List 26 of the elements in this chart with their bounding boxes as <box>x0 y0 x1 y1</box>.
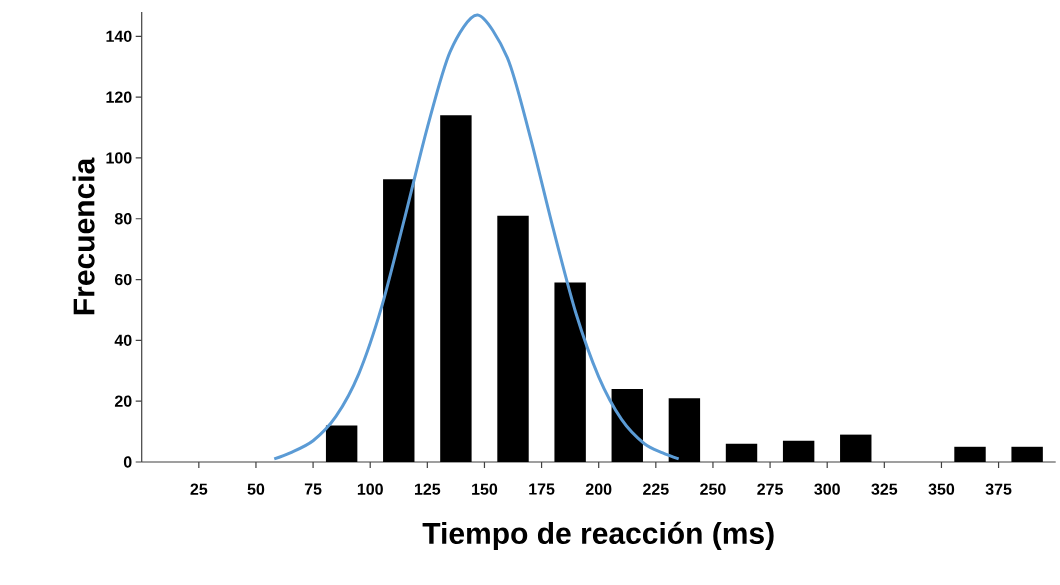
x-tick-label: 25 <box>190 483 208 495</box>
y-tick-label: 100 <box>106 152 132 164</box>
x-tick-label: 300 <box>814 483 840 495</box>
x-tick-label: 75 <box>304 483 322 495</box>
y-tick-label: 80 <box>114 213 132 225</box>
x-axis-title: Tiempo de reacción (ms) <box>422 521 774 550</box>
y-tick-label: 60 <box>114 273 132 286</box>
x-tick-label: 50 <box>247 483 265 495</box>
y-tick-label: 40 <box>114 334 132 347</box>
x-tick-label: 225 <box>643 483 669 495</box>
x-tick-label: 150 <box>472 483 498 495</box>
x-tick-label: 325 <box>871 483 898 495</box>
x-tick-label: 250 <box>700 483 726 495</box>
y-tick-label: 20 <box>114 395 132 407</box>
y-tick-label: 140 <box>106 30 132 42</box>
x-tick-label: 175 <box>529 483 555 495</box>
x-tick-label: 350 <box>928 483 955 495</box>
x-tick-label: 100 <box>357 483 383 495</box>
y-axis-title: Frecuencia <box>72 157 95 315</box>
y-tick-label: 120 <box>106 91 132 103</box>
line-series <box>272 13 681 461</box>
x-tick-label: 375 <box>985 483 1012 495</box>
y-tick-label: 0 <box>123 456 132 468</box>
x-tick-label: 125 <box>414 483 441 495</box>
x-tick-label: 200 <box>585 483 612 495</box>
x-tick-label: 275 <box>757 483 783 495</box>
